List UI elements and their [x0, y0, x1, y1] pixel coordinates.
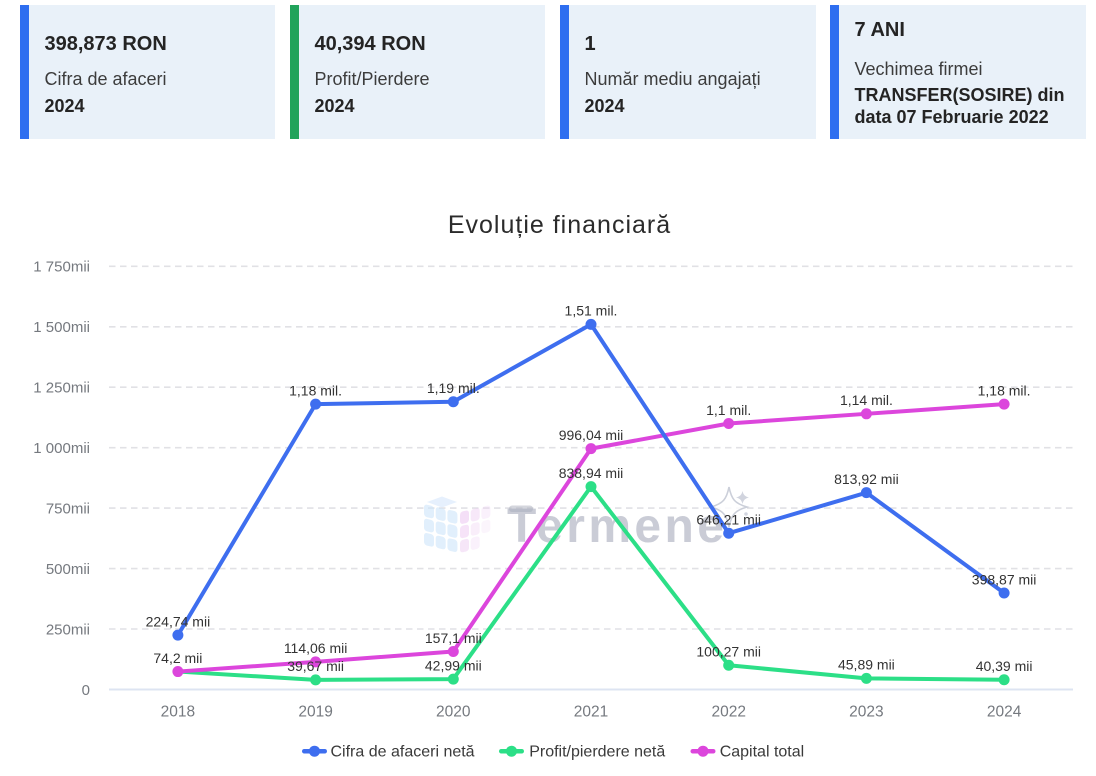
- svg-text:2020: 2020: [436, 704, 471, 721]
- svg-text:1,18 mil.: 1,18 mil.: [289, 382, 342, 398]
- svg-text:1 750mii: 1 750mii: [33, 259, 90, 276]
- svg-text:100,27 mii: 100,27 mii: [696, 644, 761, 660]
- svg-text:2023: 2023: [849, 704, 883, 721]
- svg-text:2019: 2019: [298, 704, 332, 721]
- svg-text:74,2 mii: 74,2 mii: [153, 650, 202, 666]
- svg-text:1,51 mil.: 1,51 mil.: [565, 303, 618, 319]
- svg-text:Evoluție financiară: Evoluție financiară: [448, 211, 671, 239]
- svg-text:Profit/pierdere netă: Profit/pierdere netă: [529, 744, 665, 761]
- svg-text:2022: 2022: [711, 704, 745, 721]
- svg-text:Termene: Termene: [507, 500, 727, 553]
- svg-text:750mii: 750mii: [46, 500, 90, 517]
- svg-text:1,1 mil.: 1,1 mil.: [706, 402, 751, 418]
- svg-text:114,06 mii: 114,06 mii: [284, 640, 348, 656]
- svg-text:2021: 2021: [574, 704, 608, 721]
- svg-text:157,1 mii: 157,1 mii: [425, 630, 482, 646]
- svg-text:1 000mii: 1 000mii: [33, 440, 90, 457]
- svg-text:250mii: 250mii: [46, 621, 90, 638]
- svg-text:39,67 mii: 39,67 mii: [287, 658, 344, 674]
- svg-text:Cifra de afaceri netă: Cifra de afaceri netă: [331, 744, 475, 761]
- svg-text:2018: 2018: [161, 704, 195, 721]
- svg-text:224,74 mii: 224,74 mii: [146, 613, 211, 629]
- svg-text:500mii: 500mii: [46, 561, 90, 578]
- svg-text:996,04 mii: 996,04 mii: [559, 427, 624, 443]
- svg-text:838,94 mii: 838,94 mii: [559, 465, 624, 481]
- svg-text:646,21 mii: 646,21 mii: [696, 512, 761, 528]
- svg-text:1 500mii: 1 500mii: [33, 319, 90, 336]
- svg-text:45,89 mii: 45,89 mii: [838, 657, 895, 673]
- svg-text:1,18 mil.: 1,18 mil.: [978, 382, 1031, 398]
- svg-text:813,92 mii: 813,92 mii: [834, 471, 899, 487]
- svg-text:1,19 mil.: 1,19 mil.: [427, 380, 480, 396]
- svg-text:1,14 mil.: 1,14 mil.: [840, 392, 893, 408]
- svg-text:2024: 2024: [987, 704, 1022, 721]
- svg-text:42,99 mii: 42,99 mii: [425, 657, 482, 673]
- svg-text:0: 0: [82, 682, 90, 699]
- svg-text:40,39 mii: 40,39 mii: [976, 658, 1033, 674]
- svg-text:1 250mii: 1 250mii: [33, 380, 90, 397]
- svg-text:398,87 mii: 398,87 mii: [972, 571, 1037, 587]
- svg-text:Capital total: Capital total: [720, 744, 805, 761]
